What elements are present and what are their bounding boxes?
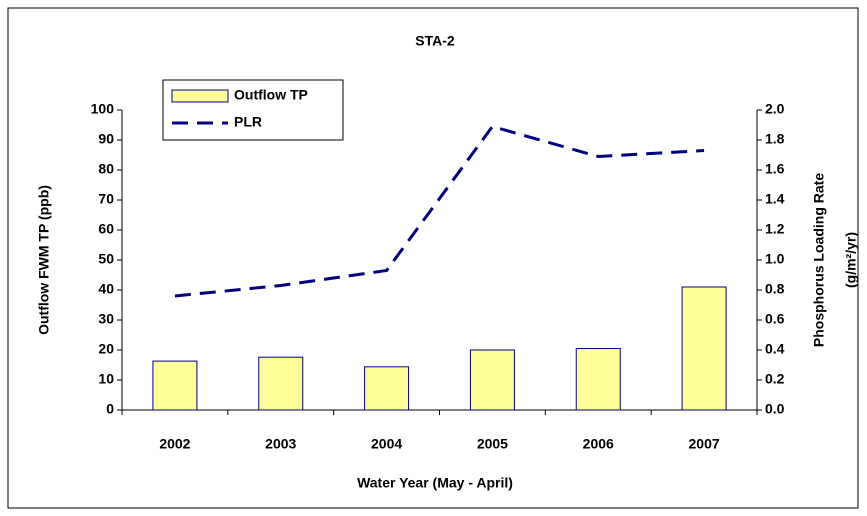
chart-title: STA-2	[415, 33, 455, 49]
y2-tick-label: 0.2	[765, 371, 785, 387]
y-tick-label: 10	[98, 371, 114, 387]
x-tick-label: 2007	[689, 436, 720, 452]
x-tick-label: 2004	[371, 436, 402, 452]
legend-label: PLR	[234, 114, 262, 130]
y2-axis-title: Phosphorus Loading Rate	[811, 173, 827, 347]
line	[174, 124, 705, 298]
chart-border	[7, 7, 859, 509]
y2-tick-label: 1.6	[765, 161, 785, 177]
y-tick-label: 80	[98, 161, 114, 177]
y-tick-label: 100	[91, 101, 115, 117]
x-tick-label: 2003	[265, 436, 296, 452]
y-tick-label: 30	[98, 311, 114, 327]
bar	[575, 348, 621, 411]
x-axis-title: Water Year (May - April)	[357, 475, 513, 491]
y-tick-label: 70	[98, 191, 114, 207]
y-axis-title: Outflow FWM TP (ppb)	[36, 185, 52, 335]
y-tick-label: 90	[98, 131, 114, 147]
bar	[258, 356, 304, 411]
bar	[681, 286, 727, 411]
bar	[364, 366, 410, 411]
x-tick-label: 2002	[159, 436, 190, 452]
y-tick-label: 50	[98, 251, 114, 267]
legend-label: Outflow TP	[234, 87, 308, 103]
bar	[152, 360, 198, 411]
y-tick-label: 20	[98, 341, 114, 357]
x-tick-label: 2005	[477, 436, 508, 452]
y-tick-label: 60	[98, 221, 114, 237]
y2-tick-label: 1.2	[765, 221, 785, 237]
y2-tick-label: 0.6	[765, 311, 785, 327]
y2-tick-label: 1.8	[765, 131, 785, 147]
y2-tick-label: 0.0	[765, 401, 785, 417]
legend-swatch	[171, 89, 229, 103]
y2-tick-label: 1.4	[765, 191, 785, 207]
y2-tick-label: 0.4	[765, 341, 785, 357]
bar	[469, 349, 515, 411]
y2-tick-label: 2.0	[765, 101, 785, 117]
y2-tick-label: 1.0	[765, 251, 785, 267]
y2-axis-title: (g/m²/yr)	[843, 232, 859, 288]
x-tick-label: 2006	[583, 436, 614, 452]
y-tick-label: 0	[106, 401, 114, 417]
y-tick-label: 40	[98, 281, 114, 297]
y2-tick-label: 0.8	[765, 281, 785, 297]
